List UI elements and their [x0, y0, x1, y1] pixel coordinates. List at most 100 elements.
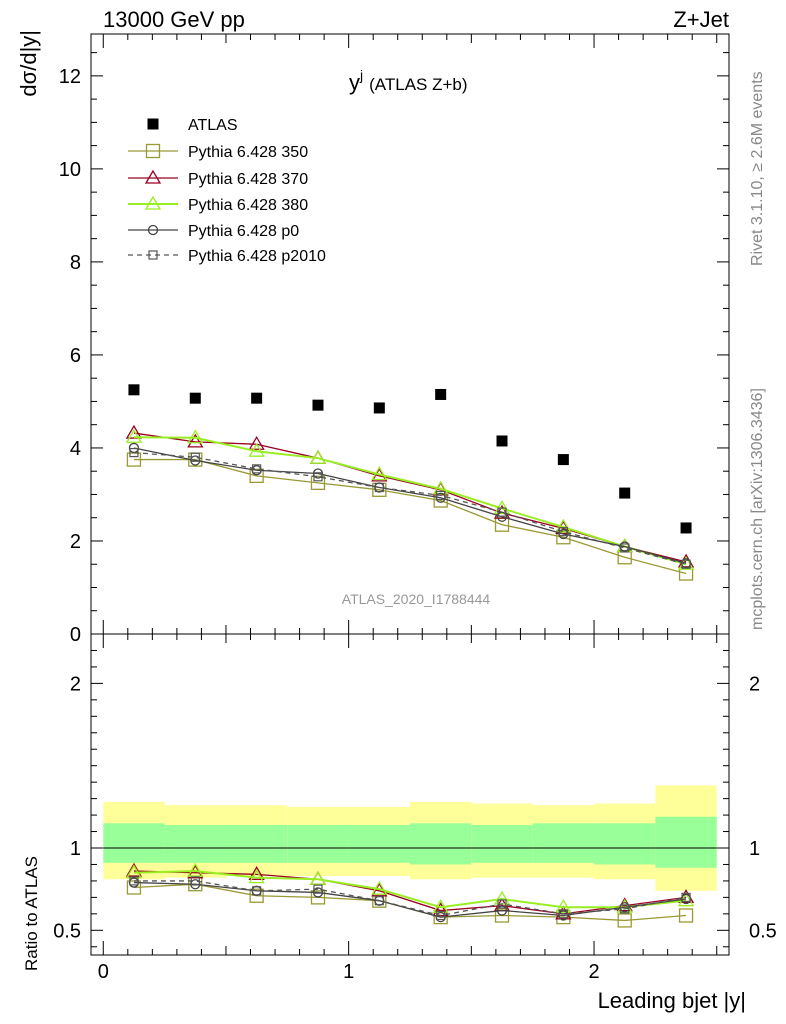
ratio-point-p2010	[313, 884, 323, 894]
main-line-p380	[133, 436, 687, 566]
main-point-p2010	[497, 507, 507, 517]
main-point-p2010	[374, 482, 384, 493]
ratio-point-p350	[617, 913, 632, 928]
uncertainty-band-inner	[532, 823, 595, 863]
ratio-y-tick-label: 2	[70, 673, 81, 695]
main-point-p370	[125, 424, 143, 439]
y-tick-label: 2	[70, 531, 81, 553]
main-point-p2010	[558, 527, 568, 537]
main-point-p2010	[252, 464, 262, 474]
uncertainty-band-inner	[225, 824, 288, 863]
main-point-atlas	[251, 392, 263, 404]
ratio-point-p350	[494, 908, 510, 923]
legend-label-p0: Pythia 6.428 p0	[188, 223, 299, 240]
main-point-p0	[128, 442, 140, 454]
y-tick-label: 8	[70, 252, 81, 274]
legend-label-p380: Pythia 6.428 380	[188, 197, 308, 214]
plot-title: yj (ATLAS Z+b)	[349, 67, 468, 95]
main-point-p2010	[436, 490, 446, 500]
ratio-point-p350	[310, 890, 326, 905]
main-point-p380	[371, 466, 388, 481]
ratio-point-p380	[309, 870, 327, 885]
main-point-atlas	[619, 487, 631, 499]
main-point-p380	[125, 428, 143, 443]
legend-marker-p2010	[148, 250, 158, 260]
ratio-point-p2010	[374, 896, 384, 906]
legend-marker-atlas	[147, 118, 159, 130]
y-tick-label: 0	[70, 624, 81, 646]
legend-marker-p370	[144, 169, 162, 184]
ratio-point-p2010	[436, 910, 446, 921]
main-point-atlas	[435, 388, 447, 400]
uncertainty-band-inner	[410, 823, 472, 865]
ratio-point-p2010	[497, 899, 507, 909]
ratio-line-p2010	[133, 880, 687, 917]
legend: ATLAS Pythia 6.428 350 Pythia 6.428 370 Pyt…	[128, 117, 326, 265]
main-point-atlas	[496, 435, 508, 447]
y-tick-label: 12	[59, 66, 81, 88]
main-point-atlas	[557, 454, 569, 466]
legend-label-p350: Pythia 6.428 350	[188, 144, 308, 161]
ratio-point-p380	[371, 880, 388, 895]
main-point-p380	[248, 442, 265, 457]
uncertainty-band-inner	[594, 823, 656, 865]
legend-marker-p0	[147, 224, 159, 236]
ratio-point-p350	[249, 888, 264, 903]
legend-marker-p380	[144, 195, 162, 210]
ratio-point-p380	[187, 862, 204, 877]
uncertainty-band-inner	[164, 824, 226, 863]
main-point-p380	[555, 518, 572, 533]
mcplots-label: mcplots.cern.ch [arXiv:1306.3436]	[749, 388, 766, 630]
main-point-p380	[309, 449, 327, 464]
main-point-atlas	[373, 402, 385, 414]
main-point-p2010	[620, 543, 630, 553]
main-point-p380	[187, 429, 204, 444]
y-tick-label: 6	[70, 345, 81, 367]
uncertainty-band-inner	[655, 816, 717, 868]
main-point-atlas	[680, 522, 692, 534]
x-tick-label: 2	[588, 961, 599, 983]
main-point-p2010	[129, 448, 139, 458]
legend-label-p370: Pythia 6.428 370	[188, 171, 308, 188]
ratio-point-p380	[248, 869, 265, 884]
ratio-point-p380	[555, 898, 572, 913]
analysis-label: ATLAS_2020_I1788444	[342, 591, 491, 607]
x-axis-label: Leading bjet |y|	[598, 988, 746, 1013]
ratio-frame	[90, 633, 730, 956]
main-ylabel: dσ/d|y|	[16, 30, 41, 97]
uncertainty-band-inner	[103, 823, 165, 863]
main-line-p350	[133, 458, 687, 575]
uncertainty-band-inner	[287, 824, 349, 863]
uncertainty-band-inner	[348, 824, 410, 863]
plot-title-superscript: j	[359, 67, 363, 83]
ratio-point-p0	[496, 905, 508, 916]
ratio-y-tick-label-right: 0.5	[749, 920, 777, 942]
ratio-point-p2010	[558, 909, 568, 919]
legend-marker-p350	[145, 143, 161, 159]
main-point-p2010	[313, 472, 323, 482]
plot-title-suffix: (ATLAS Z+b)	[369, 75, 467, 94]
main-point-atlas	[189, 392, 201, 404]
ratio-line-p350	[133, 883, 687, 922]
ratio-y-tick-label: 0.5	[53, 920, 81, 942]
ratio-point-p2010	[190, 876, 200, 886]
main-point-p2010	[190, 452, 200, 462]
ratio-y-tick-label: 1	[70, 838, 81, 860]
main-point-p350	[556, 530, 571, 545]
x-tick-label: 1	[343, 961, 354, 983]
x-tick-label: 0	[98, 961, 109, 983]
legend-label-atlas: ATLAS	[188, 117, 238, 134]
main-line-p2010	[133, 451, 687, 565]
main-frame	[90, 33, 730, 635]
ratio-point-p370	[248, 866, 265, 880]
ratio-point-p350	[678, 908, 694, 923]
main-point-p370	[187, 433, 204, 448]
rivet-label: Rivet 3.1.10, ≥ 2.6M events	[749, 71, 766, 266]
main-point-atlas	[128, 384, 140, 396]
main-point-p380	[432, 480, 449, 495]
main-point-atlas	[312, 399, 324, 411]
ratio-y-tick-label-right: 2	[749, 673, 760, 695]
main-point-p2010	[681, 559, 691, 569]
ratio-line-p380	[133, 870, 687, 909]
ratio-y-tick-label-right: 1	[749, 838, 760, 860]
